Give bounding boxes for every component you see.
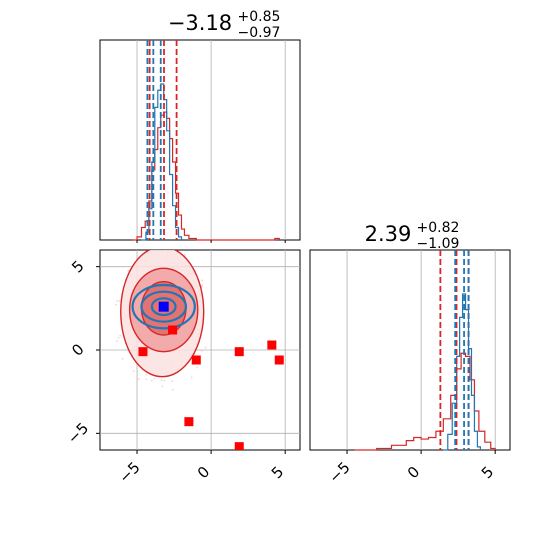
sample-point [200,349,203,352]
parameter-2-title-upper-error: +0.82 [417,220,460,236]
x-tick-label: 0 [404,463,423,482]
sample-point [171,388,174,391]
sample-point [171,380,174,382]
sample-point [156,246,158,248]
sample-point [196,366,199,369]
histogram-parameter-2 [309,249,511,451]
square-marker [168,325,178,335]
sample-point [121,357,124,360]
square-marker [234,347,244,357]
sample-point [145,373,148,376]
blue-density-contour [131,283,196,330]
sample-point [201,279,204,282]
parameter-1-title: −3.18 [168,11,232,35]
y-tick-label: 0 [68,340,87,359]
joint-panel-content [115,246,284,450]
parameter-2-title: 2.39 [365,222,412,246]
histogram-parameter-1 [99,39,301,241]
sample-point [150,379,153,382]
sample-point [132,370,135,373]
sample-point [163,379,166,382]
sample-point [201,284,204,287]
square-marker [234,442,244,450]
sample-point [137,378,140,381]
x-tick-label: −5 [325,458,353,486]
x-tick-label: 5 [478,463,497,482]
sample-point [204,346,207,349]
y-tick-label: −5 [64,419,92,447]
sample-point [153,377,156,380]
sample-point [127,269,130,272]
x-tick-label: −5 [115,458,143,486]
square-marker [184,417,194,427]
y-tick-label: 5 [68,257,87,276]
sample-point [116,339,118,342]
parameter-1-title-upper-error: +0.85 [238,9,281,25]
sample-point [118,300,121,302]
sample-point [117,336,120,339]
joint-density-panel [99,246,301,451]
x-tick-label: 0 [194,463,213,482]
square-marker [138,347,148,357]
parameter-1-title-lower-error: −0.97 [238,25,281,41]
param2-blue-histogram [443,293,481,451]
truth-marker [158,301,169,312]
sample-point [183,253,186,256]
param1-blue-histogram [141,83,183,241]
square-marker [274,355,284,365]
sample-point [161,385,164,388]
sample-point [116,300,119,302]
param2-red-histogram [354,352,496,451]
sample-point [160,379,163,381]
blue-density-contour [140,290,188,323]
sample-point [190,376,193,379]
square-marker [191,355,201,365]
sample-point [145,378,148,381]
sample-point [119,334,122,337]
square-marker [267,340,277,350]
parameter-2-title-lower-error: −1.09 [417,236,460,252]
x-tick-label: 5 [268,463,287,482]
sample-point [115,303,117,306]
blue-density-contour [150,297,177,317]
